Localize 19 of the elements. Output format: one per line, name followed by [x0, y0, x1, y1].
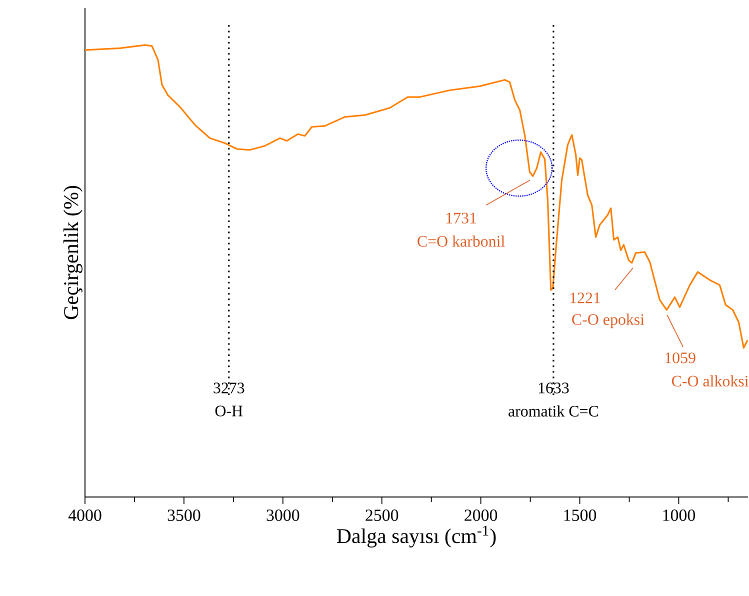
x-tick-label: 3000 [266, 510, 300, 521]
x-tick-label: 1000 [663, 510, 696, 521]
annotation: C-O alkoksi [672, 375, 748, 387]
ref-line-label: 1633 [538, 382, 569, 394]
annotation: C-O epoksi [572, 314, 644, 328]
annotation: C=O karbonil [418, 236, 505, 247]
annotation: 1221 [570, 292, 600, 304]
y-axis-title: Geçirgenlik (%) [63, 186, 82, 320]
x-tick-label: 4000 [68, 510, 102, 521]
annotation: aromatik C=C [508, 405, 598, 417]
x-tick-label: 3500 [168, 510, 200, 521]
x-axis-title: Dalga sayısı (cm$^{-1}$) [336, 526, 496, 548]
annotation: 1059 [666, 352, 696, 364]
annotation: 1731 [446, 212, 476, 224]
x-tick-label: 1500 [564, 510, 596, 521]
annotation: O-H [215, 406, 243, 416]
x-tick-label: 2000 [464, 510, 498, 521]
ref-line-label: 3273 [214, 382, 244, 394]
x-tick-label: 2500 [366, 510, 398, 521]
